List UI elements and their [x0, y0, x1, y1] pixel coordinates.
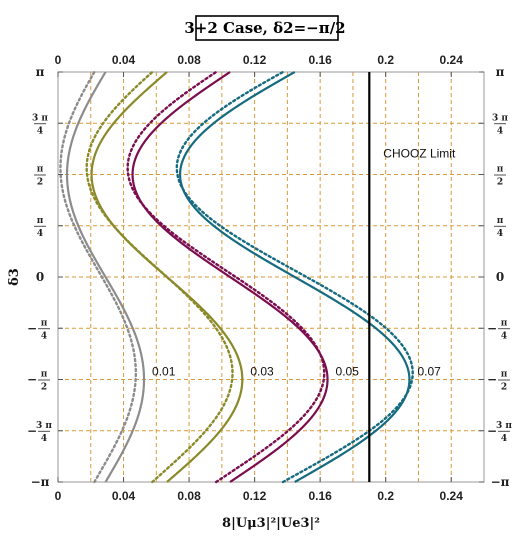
- y-tick-label-numerator: 3 π: [32, 113, 48, 123]
- x-tick-label-top: 0.2: [377, 53, 394, 67]
- y-tick-label-numerator: 3 π: [496, 421, 512, 431]
- x-tick-label-top: 0.16: [308, 53, 332, 67]
- series-dotted-line-1: [59, 70, 138, 484]
- y-tick-label-denominator: 4: [41, 434, 47, 444]
- y-tick-label-numerator: π: [37, 165, 44, 175]
- y-tick-label-denominator: 2: [41, 383, 47, 393]
- y-tick-label-denominator: 4: [37, 126, 43, 136]
- y-tick-label-sign: −: [27, 424, 37, 438]
- y-tick-label-numerator: π: [41, 370, 48, 380]
- grid-lines: [58, 71, 485, 483]
- y-tick-label-denominator: 2: [37, 178, 43, 188]
- title-box: [195, 15, 339, 41]
- series-dotted-line-3: [126, 70, 326, 484]
- y-tick-label: −π: [491, 475, 510, 489]
- y-tick-label: π: [496, 65, 505, 79]
- y-tick-label-numerator: 3 π: [492, 113, 508, 123]
- title-text: 3+2 Case, δ2=−π/2: [184, 19, 345, 37]
- series-solid-line-3: [131, 71, 329, 483]
- y-tick-label-denominator: 4: [501, 331, 507, 341]
- y-tick-label-denominator: 2: [501, 383, 507, 393]
- series-solid-line-1: [65, 71, 146, 483]
- y-tick-label-denominator: 2: [497, 178, 503, 188]
- y-tick-label-denominator: 4: [497, 126, 503, 136]
- y-axis-label: δ3: [7, 268, 22, 286]
- axis-ticks: 0 0 0.04 0.04 0.08 0.08 0.12 0.12 0.16 0.16 0.2 0.2…: [27, 53, 512, 503]
- y-tick-label: 0: [36, 270, 44, 284]
- chooz-limit-label: CHOOZ Limit: [383, 147, 456, 161]
- y-tick-label-denominator: 4: [41, 331, 47, 341]
- chooz-limit-layer: CHOOZ Limit: [368, 72, 456, 482]
- y-tick-label-sign: −: [27, 373, 37, 387]
- series-dotted-line-4: [175, 70, 414, 484]
- series-label-4: 0.07: [417, 365, 441, 379]
- y-tick-label-numerator: π: [501, 318, 508, 328]
- series-solid-line-2: [90, 71, 244, 483]
- series-label-3: 0.05: [336, 365, 360, 379]
- y-tick-label-denominator: 4: [37, 229, 43, 239]
- y-tick-label: −π: [31, 475, 50, 489]
- y-tick-label-sign: −: [487, 424, 497, 438]
- x-axis-label: 8|Uμ3|²|Ue3|²: [222, 516, 320, 531]
- y-tick-label-denominator: 4: [501, 434, 507, 444]
- x-tick-label-bottom: 0: [55, 489, 62, 503]
- y-tick-label-numerator: π: [41, 318, 48, 328]
- x-tick-label-top: 0.12: [243, 53, 267, 67]
- y-tick-label: 0: [496, 270, 504, 284]
- x-tick-label-top: 0.04: [112, 53, 136, 67]
- x-tick-label-top: 0.24: [440, 53, 464, 67]
- x-tick-label-bottom: 0.12: [243, 489, 267, 503]
- series-label-1: 0.01: [152, 365, 176, 379]
- x-tick-label-bottom: 0.24: [440, 489, 464, 503]
- series-label-2: 0.03: [250, 365, 274, 379]
- x-tick-label-bottom: 0.04: [112, 489, 136, 503]
- x-tick-label-top: 0.08: [177, 53, 201, 67]
- y-tick-label-numerator: 3 π: [36, 421, 52, 431]
- y-tick-label-sign: −: [27, 321, 37, 335]
- series-lines: 0.01 0.03 0.05 0.07: [59, 70, 441, 484]
- y-tick-label-denominator: 4: [497, 229, 503, 239]
- chart-title: 3+2 Case, δ2=−π/2: [184, 15, 346, 41]
- x-tick-label-bottom: 0.08: [177, 489, 201, 503]
- x-tick-label-bottom: 0.16: [308, 489, 332, 503]
- y-tick-label-numerator: π: [37, 216, 44, 226]
- y-tick-label-sign: −: [487, 373, 497, 387]
- x-tick-label-top: 0: [55, 53, 62, 67]
- series-dotted-line-2: [85, 70, 234, 484]
- series-solid-line-4: [178, 71, 411, 483]
- y-tick-label: π: [36, 65, 45, 79]
- y-tick-label-numerator: π: [501, 370, 508, 380]
- y-tick-label-numerator: π: [497, 216, 504, 226]
- y-tick-label-numerator: π: [497, 165, 504, 175]
- x-tick-label-bottom: 0.2: [377, 489, 394, 503]
- y-tick-label-sign: −: [487, 321, 497, 335]
